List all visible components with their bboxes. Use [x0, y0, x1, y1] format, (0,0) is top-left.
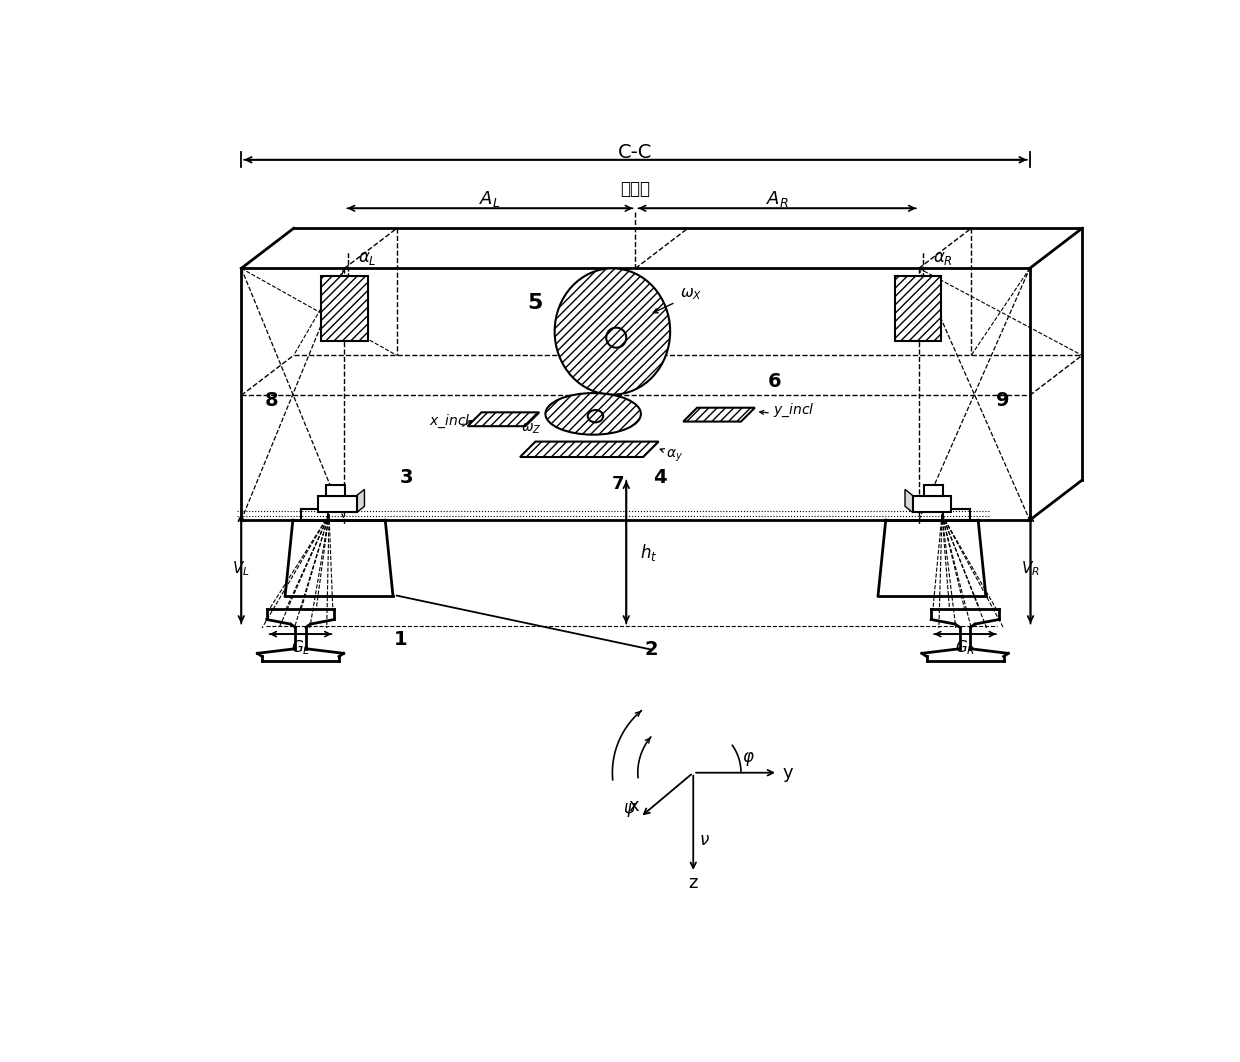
Text: 梁中心: 梁中心	[620, 181, 651, 198]
Polygon shape	[357, 490, 365, 513]
Text: 5: 5	[528, 293, 543, 313]
Polygon shape	[924, 484, 944, 496]
Text: $\alpha_R$: $\alpha_R$	[932, 250, 952, 268]
Text: $x\_incl$: $x\_incl$	[429, 413, 471, 430]
Polygon shape	[683, 408, 755, 422]
Text: $y\_incl$: $y\_incl$	[773, 402, 815, 419]
Text: 7: 7	[611, 475, 624, 493]
Polygon shape	[905, 490, 913, 513]
Polygon shape	[895, 276, 941, 341]
Text: C-C: C-C	[619, 142, 652, 161]
Polygon shape	[319, 496, 357, 513]
Text: $V_R$: $V_R$	[1021, 560, 1040, 578]
Text: 4: 4	[653, 468, 667, 487]
Text: $V_L$: $V_L$	[232, 560, 250, 578]
Text: $G_R$: $G_R$	[955, 638, 975, 656]
Text: 3: 3	[399, 468, 413, 487]
Text: 6: 6	[768, 372, 781, 391]
Text: $\psi$: $\psi$	[624, 801, 636, 819]
Text: 1: 1	[394, 630, 408, 649]
Ellipse shape	[588, 410, 603, 423]
Text: y: y	[782, 764, 794, 782]
Text: x: x	[629, 798, 640, 816]
Text: $A_R$: $A_R$	[766, 189, 789, 209]
Text: $\omega_Z$: $\omega_Z$	[521, 422, 542, 436]
Text: $\alpha_L$: $\alpha_L$	[358, 250, 377, 268]
Text: $\varphi$: $\varphi$	[743, 750, 755, 768]
Polygon shape	[326, 484, 345, 496]
Ellipse shape	[546, 393, 641, 434]
Polygon shape	[520, 442, 658, 457]
Text: z: z	[688, 874, 698, 892]
Text: $G_L$: $G_L$	[291, 638, 310, 656]
Text: 8: 8	[265, 391, 279, 410]
Polygon shape	[467, 412, 539, 426]
Ellipse shape	[554, 269, 670, 395]
Text: $\alpha_y$: $\alpha_y$	[666, 447, 683, 464]
Polygon shape	[913, 496, 951, 513]
Text: $\omega_X$: $\omega_X$	[681, 287, 702, 303]
Text: $A_L$: $A_L$	[479, 189, 501, 209]
Text: 2: 2	[644, 640, 657, 660]
Text: 9: 9	[996, 391, 1009, 410]
Text: $\nu$: $\nu$	[699, 832, 711, 850]
Text: $h_t$: $h_t$	[640, 542, 657, 563]
Polygon shape	[321, 276, 367, 341]
Ellipse shape	[606, 328, 626, 347]
